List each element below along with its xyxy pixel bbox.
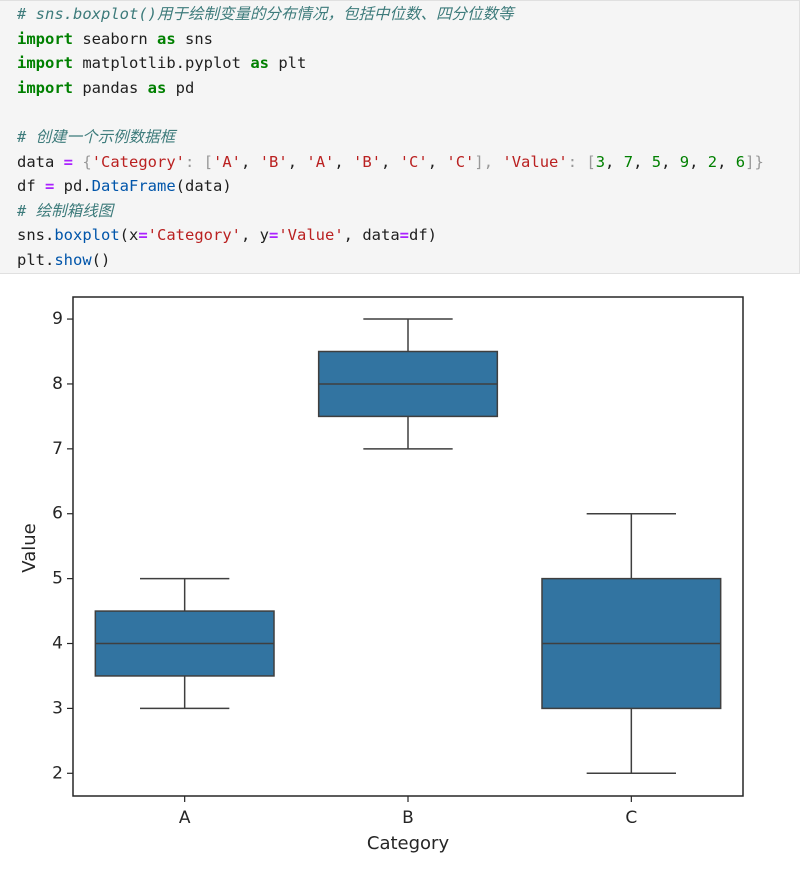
y-tick-label: 9 bbox=[52, 309, 63, 329]
x-axis-label: Category bbox=[367, 833, 450, 854]
code-token: df bbox=[17, 177, 45, 196]
y-tick-label: 6 bbox=[52, 504, 63, 524]
code-token: , bbox=[689, 152, 708, 171]
code-token: = bbox=[138, 226, 148, 245]
code-token: boxplot bbox=[54, 226, 120, 245]
code-token: : [ bbox=[567, 152, 596, 171]
code-token: 'Value' bbox=[278, 226, 344, 245]
x-tick-label: C bbox=[625, 808, 637, 828]
code-token: 2 bbox=[707, 152, 718, 171]
y-tick-label: 5 bbox=[52, 569, 63, 589]
code-token: 'C' bbox=[399, 152, 428, 171]
code-token: ]} bbox=[745, 152, 764, 171]
code-token: 'Category' bbox=[91, 152, 186, 171]
code-token: , y bbox=[241, 226, 269, 245]
chart: Category Value 2 3 4 5 6 7 8 9 A B C bbox=[19, 296, 744, 854]
code-token: 5 bbox=[651, 152, 662, 171]
code-token: 'A' bbox=[306, 152, 335, 171]
code-token: 'Value' bbox=[502, 152, 568, 171]
code-token: seaborn bbox=[73, 29, 157, 48]
code-token: 'C' bbox=[446, 152, 475, 171]
code-token: 'B' bbox=[353, 152, 382, 171]
code-token: = bbox=[45, 177, 55, 196]
code-token: sns bbox=[175, 29, 213, 48]
code-token: (data) bbox=[175, 177, 232, 196]
code-token: : [ bbox=[185, 152, 214, 171]
code-token: df) bbox=[409, 226, 438, 245]
code-token: 'A' bbox=[213, 152, 242, 171]
code-token: , bbox=[605, 152, 624, 171]
code-token: = bbox=[269, 226, 279, 245]
x-tick-label: B bbox=[402, 808, 414, 828]
y-tick-label: 7 bbox=[52, 439, 63, 459]
code-token: # sns.boxplot()用于绘制变量的分布情况，包括中位数、四分位数等 bbox=[17, 5, 514, 23]
code-token: = bbox=[399, 226, 410, 245]
code-line bbox=[17, 100, 799, 125]
code-token: pd. bbox=[54, 177, 92, 196]
code-line: # sns.boxplot()用于绘制变量的分布情况，包括中位数、四分位数等 bbox=[17, 2, 799, 27]
code-token: sns. bbox=[17, 226, 55, 245]
code-token: import bbox=[17, 78, 73, 97]
code-line: import matplotlib.pyplot as plt bbox=[17, 51, 799, 76]
code-token: (x bbox=[119, 226, 139, 245]
code-token: as bbox=[157, 29, 176, 48]
code-token: 6 bbox=[735, 152, 746, 171]
y-tick-label: 4 bbox=[52, 634, 63, 654]
code-token: ], bbox=[474, 152, 503, 171]
code-token: matplotlib.pyplot bbox=[73, 54, 251, 73]
code-token: , bbox=[717, 152, 736, 171]
code-token: , bbox=[427, 152, 447, 171]
code-token: 9 bbox=[679, 152, 690, 171]
code-token: # 绘制箱线图 bbox=[17, 201, 114, 220]
code-token: import bbox=[17, 54, 73, 73]
code-token: plt. bbox=[17, 250, 55, 269]
code-token: 'Category' bbox=[147, 226, 241, 245]
code-token: data bbox=[17, 152, 64, 171]
plot-frame bbox=[72, 296, 744, 797]
code-token: # 创建一个示例数据框 bbox=[17, 127, 176, 146]
code-token: , bbox=[287, 152, 307, 171]
code-token: pd bbox=[166, 78, 195, 97]
code-token: = bbox=[63, 152, 74, 171]
code-token: { bbox=[73, 152, 92, 171]
code-line: sns.boxplot(x='Category', y='Value', dat… bbox=[17, 223, 799, 248]
code-token: 3 bbox=[595, 152, 606, 171]
code-token: , bbox=[661, 152, 680, 171]
code-token: import bbox=[17, 29, 73, 48]
code-token: , bbox=[241, 152, 260, 171]
code-token: 7 bbox=[623, 152, 634, 171]
code-token: , bbox=[633, 152, 652, 171]
code-token: () bbox=[91, 250, 111, 269]
x-tick-label: A bbox=[179, 808, 191, 828]
y-tick-label: 8 bbox=[52, 374, 63, 394]
code-token: pandas bbox=[73, 78, 148, 97]
code-cell: # sns.boxplot()用于绘制变量的分布情况，包括中位数、四分位数等 im… bbox=[0, 0, 800, 274]
code-line: import seaborn as sns bbox=[17, 27, 799, 52]
code-token: as bbox=[147, 78, 167, 97]
code-token: , bbox=[381, 152, 400, 171]
code-line: # 绘制箱线图 bbox=[17, 199, 799, 224]
y-tick-label: 3 bbox=[52, 698, 63, 718]
y-tick-label: 2 bbox=[52, 763, 63, 783]
code-token: , bbox=[334, 152, 354, 171]
code-token: show bbox=[54, 250, 92, 269]
code-line: data = {'Category': ['A', 'B', 'A', 'B',… bbox=[17, 150, 799, 175]
code-line: import pandas as pd bbox=[17, 76, 799, 101]
y-axis-label: Value bbox=[19, 523, 40, 572]
code-line: plt.show() bbox=[17, 248, 799, 273]
code-token: plt bbox=[268, 54, 307, 73]
code-token: , data bbox=[343, 226, 400, 245]
code-line: df = pd.DataFrame(data) bbox=[17, 174, 799, 199]
code-line: # 创建一个示例数据框 bbox=[17, 125, 799, 150]
code-token: 'B' bbox=[259, 152, 288, 171]
code-token: as bbox=[250, 54, 269, 73]
code-token: DataFrame bbox=[91, 177, 176, 196]
